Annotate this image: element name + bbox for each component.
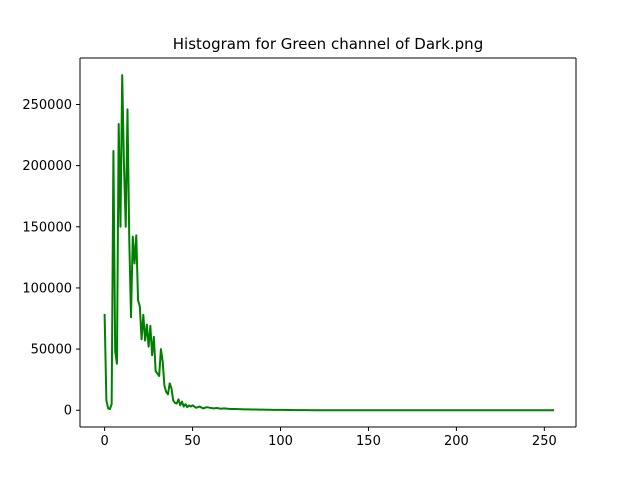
x-tick-label: 50 <box>184 434 201 449</box>
chart-title: Histogram for Green channel of Dark.png <box>173 35 483 53</box>
x-tick-label: 200 <box>444 434 469 449</box>
plot-area: 0 50 100 150 200 250 0 50000 100000 150000 200000 2… <box>22 57 577 449</box>
x-tick-label: 150 <box>356 434 381 449</box>
series-line-0 <box>103 74 555 412</box>
x-tick-label: 0 <box>100 434 108 449</box>
x-tick-label: 250 <box>532 434 557 449</box>
y-tick-label: 50000 <box>31 343 72 358</box>
y-tick-label: 200000 <box>22 159 72 174</box>
y-tick-label: 100000 <box>22 281 72 296</box>
x-tick-label: 100 <box>268 434 293 449</box>
y-tick-label: 150000 <box>22 220 72 235</box>
y-tick-label: 250000 <box>22 98 72 113</box>
y-tick-label: 0 <box>64 404 72 419</box>
